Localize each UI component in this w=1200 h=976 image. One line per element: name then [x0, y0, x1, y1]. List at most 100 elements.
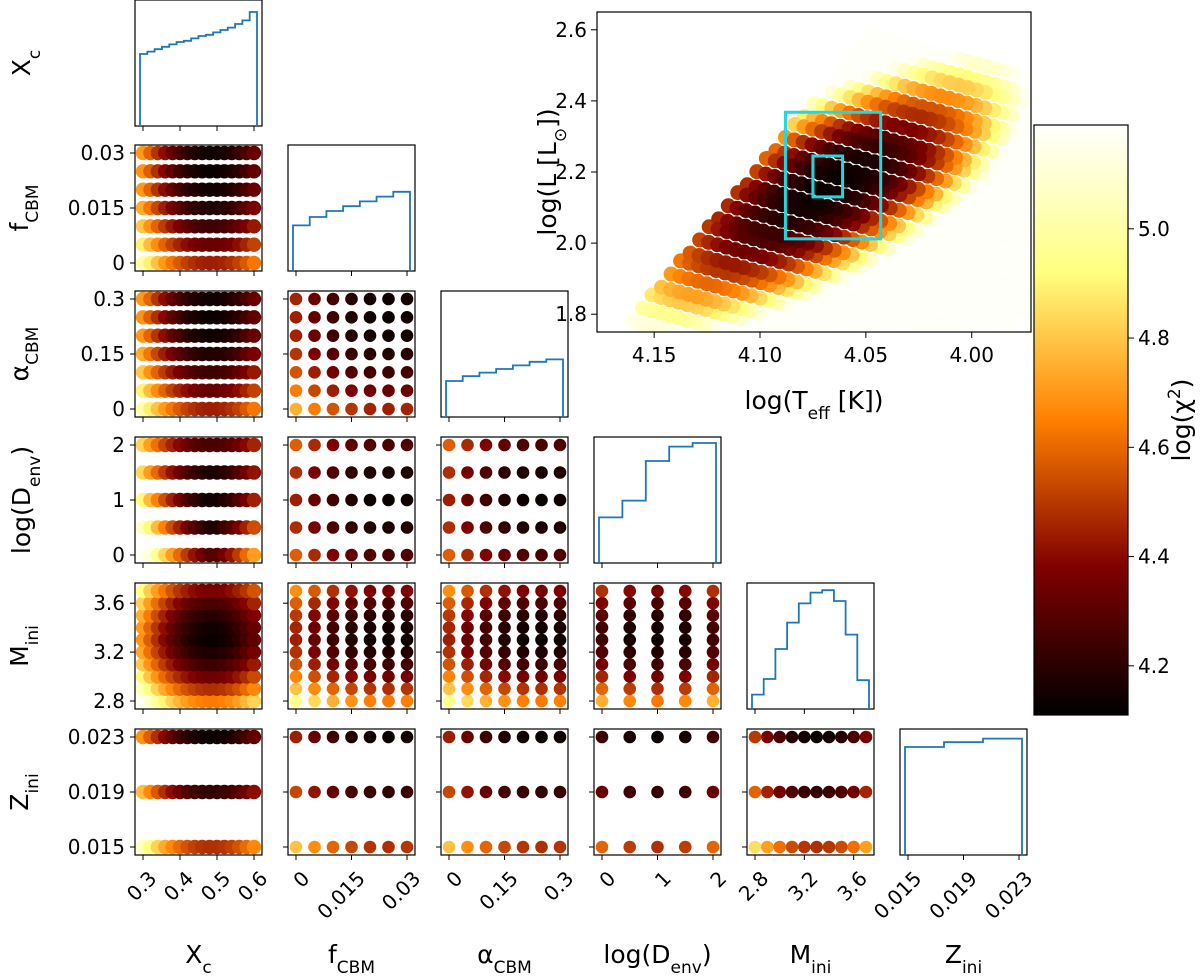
hr-model-point — [937, 398, 952, 413]
scatter-point — [382, 329, 395, 342]
scatter-point — [345, 596, 358, 610]
hr-y-tick-label: 2.4 — [555, 89, 587, 113]
scatter-point — [345, 609, 358, 622]
scatter-point — [461, 670, 474, 683]
panel-Xc-vs-logDenv — [134, 436, 263, 564]
hr-model-point — [1022, 296, 1031, 312]
scatter-point — [595, 621, 609, 634]
hr-model-point — [932, 88, 948, 104]
panel-frame — [134, 582, 263, 710]
scatter-point — [382, 694, 395, 708]
scatter-point — [479, 840, 493, 854]
hr-model-point — [928, 396, 943, 411]
scatter-point — [479, 609, 493, 622]
scatter-point — [535, 521, 548, 534]
hr-model-point — [1031, 99, 1046, 114]
scatter-point — [326, 521, 340, 534]
scatter-point — [442, 548, 456, 562]
scatter-point — [498, 645, 511, 659]
scatter-point — [553, 584, 567, 598]
x-tick-label: 0.6 — [233, 866, 272, 905]
scatter-point — [289, 311, 303, 324]
scatter-point — [363, 730, 377, 744]
scatter-point — [553, 466, 567, 479]
scatter-point — [289, 670, 303, 683]
scatter-point — [363, 366, 377, 379]
x-tick-label: 0.3 — [122, 866, 161, 905]
hr-model-point — [1019, 169, 1031, 185]
hr-model-point — [794, 360, 809, 375]
scatter-point — [363, 292, 377, 306]
scatter-point — [246, 465, 262, 480]
scatter-point — [678, 633, 692, 647]
scatter-point — [461, 466, 474, 479]
scatter-point — [363, 384, 377, 397]
hr-model-point — [786, 357, 801, 372]
hr-model-point — [911, 360, 926, 375]
x-axis-label-aCBM: αCBM — [477, 940, 532, 976]
scatter-point — [400, 596, 414, 610]
y-axis-label-Mini: Mini — [5, 625, 43, 667]
scatter-point — [461, 596, 474, 610]
scatter-point — [326, 329, 340, 342]
histogram-fCBM — [287, 144, 416, 272]
scatter-point — [651, 682, 664, 696]
scatter-point — [651, 670, 664, 683]
error-box-3sigma — [783, 110, 883, 241]
scatter-point — [479, 621, 493, 634]
panel-logDenv-vs-Zini — [593, 728, 722, 856]
hr-model-point — [875, 366, 890, 381]
scatter-point — [498, 730, 511, 744]
y-tick-label: 3.2 — [93, 640, 125, 664]
hr-model-point — [910, 391, 925, 406]
scatter-point — [246, 365, 262, 380]
hr-model-point — [921, 352, 936, 367]
y-tick-label: 2.8 — [93, 689, 125, 713]
scatter-point — [498, 785, 511, 799]
scatter-point — [345, 840, 358, 854]
scatter-point — [516, 596, 530, 610]
hr-model-point — [1023, 280, 1031, 296]
scatter-point — [847, 840, 860, 854]
scatter-point — [308, 438, 321, 452]
scatter-point — [363, 548, 377, 562]
scatter-point — [246, 657, 262, 672]
y-tick-label: 0.015 — [68, 196, 125, 220]
scatter-point — [553, 521, 567, 534]
panel-frame — [134, 0, 263, 127]
panel-aCBM-vs-logDenv — [440, 436, 569, 564]
hr-model-point — [892, 386, 907, 401]
x-tick-label: 0.15 — [474, 866, 522, 914]
scatter-point — [623, 584, 637, 598]
y-axis-label-Xc: Xc — [7, 50, 45, 77]
hr-model-point — [822, 351, 837, 366]
scatter-point — [461, 645, 474, 659]
histogram-step-line — [139, 11, 258, 126]
scatter-point — [678, 670, 692, 683]
colorbar-gradient — [1033, 124, 1129, 716]
scatter-point — [246, 644, 262, 660]
scatter-point — [308, 670, 321, 683]
hr-model-point — [832, 328, 847, 332]
scatter-point — [595, 840, 609, 854]
hr-model-point — [643, 318, 659, 332]
scatter-point — [595, 785, 609, 799]
scatter-point — [326, 347, 340, 361]
scatter-point — [442, 730, 456, 744]
scatter-point — [363, 466, 377, 479]
scatter-point — [623, 596, 637, 610]
scatter-point — [382, 521, 395, 534]
scatter-point — [246, 596, 262, 611]
scatter-point — [748, 840, 762, 854]
scatter-point — [345, 493, 358, 507]
hr-model-point — [951, 77, 967, 93]
scatter-point — [246, 729, 262, 745]
scatter-point — [308, 311, 321, 324]
scatter-point — [785, 730, 799, 744]
scatter-point — [553, 621, 567, 634]
scatter-point — [810, 730, 823, 744]
scatter-point — [246, 219, 262, 234]
y-tick-label: 0.3 — [93, 287, 125, 311]
histogram-Zini — [899, 728, 1028, 856]
scatter-point — [623, 633, 637, 647]
